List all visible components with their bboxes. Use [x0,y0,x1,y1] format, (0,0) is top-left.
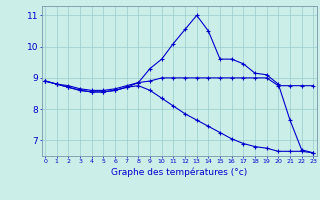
X-axis label: Graphe des températures (°c): Graphe des températures (°c) [111,167,247,177]
